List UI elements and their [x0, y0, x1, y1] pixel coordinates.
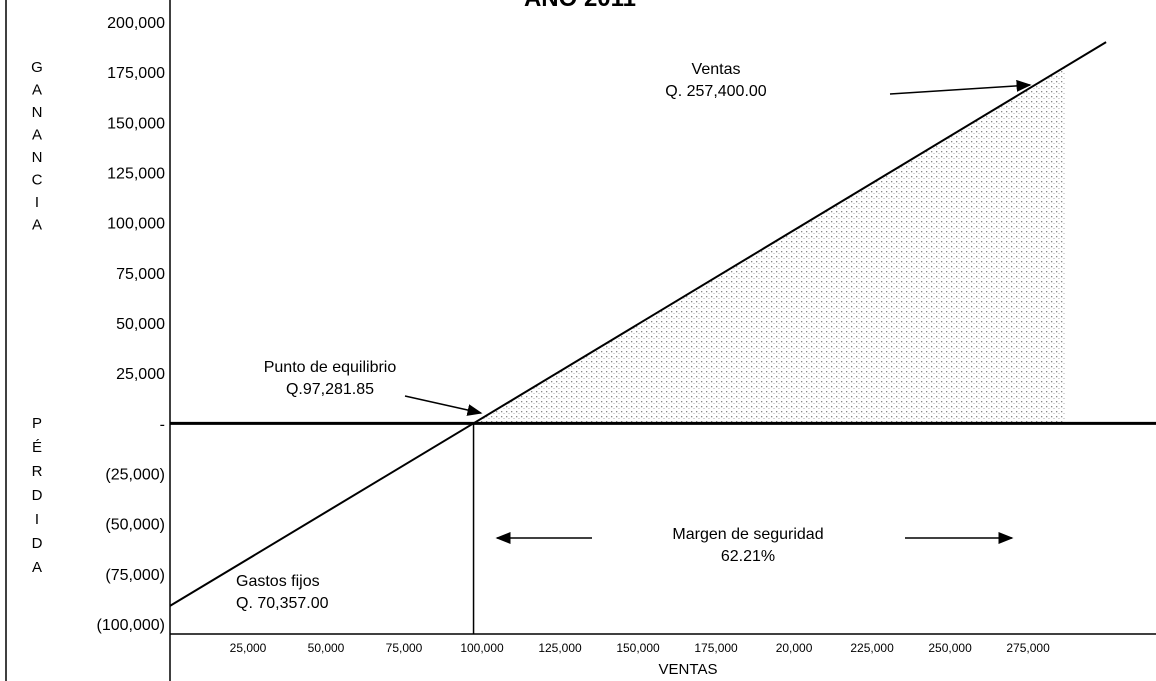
x-tick-label: 125,000	[538, 641, 582, 655]
sales-line	[169, 41, 1107, 607]
y-tick-label: (50,000)	[105, 517, 165, 534]
annotation-title: Ventas	[692, 61, 741, 78]
x-tick-label: 25,000	[230, 641, 267, 655]
y-tick-label: 150,000	[107, 115, 165, 132]
annotation-title: Gastos fijos	[236, 573, 320, 590]
annotation-title: Margen de seguridad	[672, 526, 823, 543]
x-tick-label: 50,000	[308, 641, 345, 655]
annotation-text: Q. 257,400.00	[665, 83, 767, 100]
x-tick-label: 100,000	[460, 641, 504, 655]
x-tick-label: 225,000	[850, 641, 894, 655]
y-tick-label: (100,000)	[97, 617, 166, 634]
y-tick-label: -	[160, 416, 165, 433]
y-tick-label: 125,000	[107, 166, 165, 183]
y-tick-label: 100,000	[107, 216, 165, 233]
annotation-title: Punto de equilibrio	[264, 359, 397, 376]
x-tick-label: 20,000	[776, 641, 813, 655]
x-axis-label: VENTAS	[659, 661, 718, 678]
annotation-text: 62.21%	[721, 548, 775, 565]
y-tick-label: 50,000	[116, 316, 165, 333]
y-tick-label: 175,000	[107, 65, 165, 82]
y-tick-label: 75,000	[116, 266, 165, 283]
safety-margin-area	[473, 66, 1065, 424]
y-tick-label: 25,000	[116, 366, 165, 383]
x-tick-label: 250,000	[928, 641, 972, 655]
y-tick-label: (75,000)	[105, 567, 165, 584]
chart-title: AÑO 2011	[524, 0, 636, 12]
annotation-text: Q.97,281.85	[286, 381, 374, 398]
x-tick-label: 175,000	[694, 641, 738, 655]
y-tick-label: 200,000	[107, 15, 165, 32]
annotation-text: Q. 70,357.00	[236, 595, 329, 612]
x-tick-label: 275,000	[1006, 641, 1050, 655]
x-tick-label: 75,000	[386, 641, 423, 655]
arrow	[404, 395, 483, 416]
arrow	[889, 79, 1032, 95]
x-tick-label: 150,000	[616, 641, 660, 655]
y-tick-label: (25,000)	[105, 466, 165, 483]
